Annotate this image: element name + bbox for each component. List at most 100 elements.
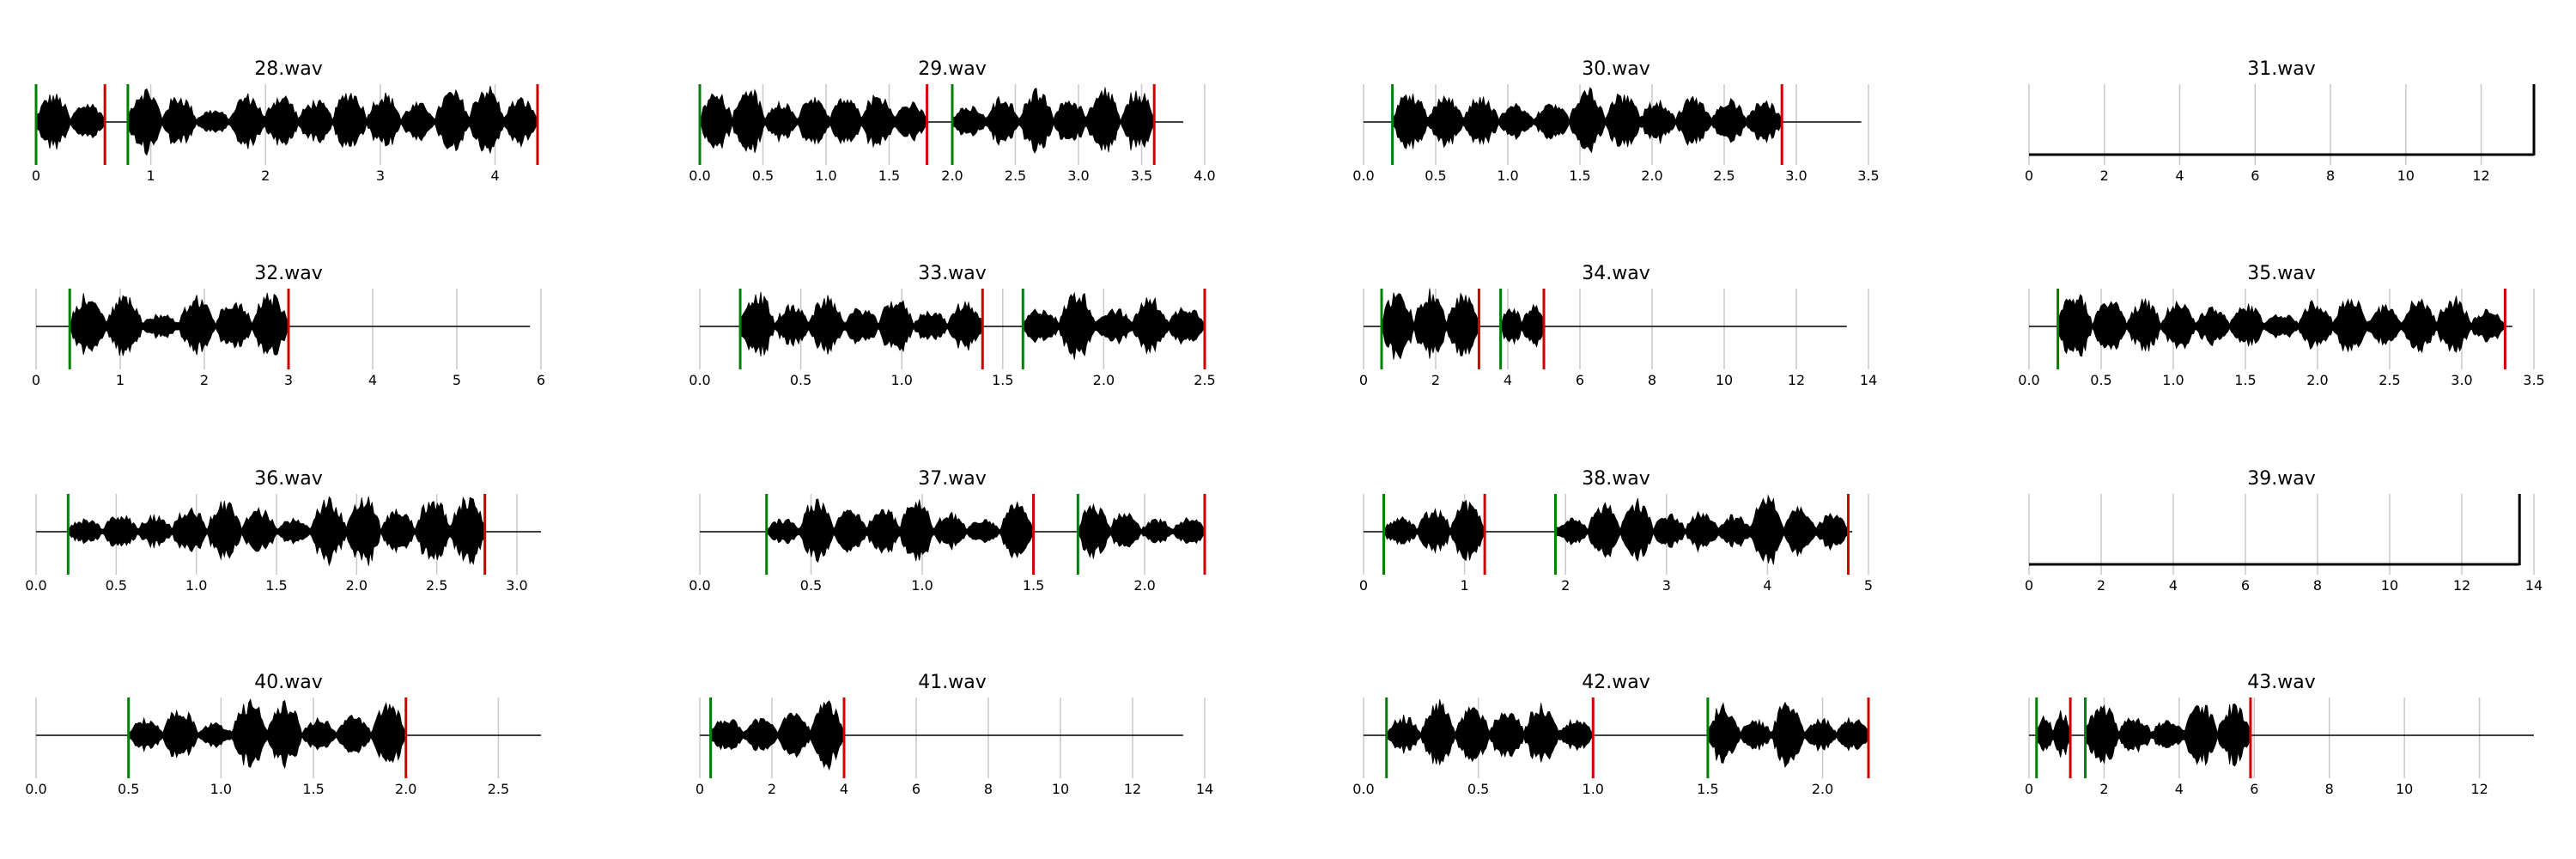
panel-title: 38.wav xyxy=(1582,468,1649,490)
waveform xyxy=(127,86,538,156)
x-tick-label: 0.0 xyxy=(25,781,46,797)
waveform xyxy=(951,87,1154,154)
x-tick-label: 2 xyxy=(2097,577,2105,594)
panel: 34.wav 0 2 4 6 8 10 12 14 xyxy=(1359,263,1877,388)
x-tick-label: 0.5 xyxy=(800,577,822,594)
x-tick-label: 0.0 xyxy=(689,372,710,388)
x-tick-label: 6 xyxy=(2250,781,2258,797)
x-tick-label: 10 xyxy=(1052,781,1069,797)
panel: 28.wav 0 1 2 3 4 xyxy=(32,58,539,184)
x-tick-label: 0 xyxy=(2025,168,2033,184)
x-tick-label: 0 xyxy=(2025,577,2033,594)
waveform xyxy=(1555,494,1848,565)
x-tick-label: 0.5 xyxy=(1425,168,1446,184)
x-tick-label: 0 xyxy=(1359,372,1368,388)
waveform xyxy=(2057,294,2506,357)
x-tick-label: 4 xyxy=(1504,372,1512,388)
panel-title: 28.wav xyxy=(254,58,322,80)
x-tick-label: 10 xyxy=(1716,372,1733,388)
x-tick-label: 6 xyxy=(912,781,920,797)
x-tick-label: 0.0 xyxy=(689,577,710,594)
x-tick-label: 0 xyxy=(32,168,40,184)
waveform xyxy=(35,94,106,149)
waveform xyxy=(69,292,289,356)
panel: 38.wav 0 1 2 3 4 5 xyxy=(1359,468,1873,594)
x-tick-label: 2.0 xyxy=(1093,372,1115,388)
x-tick-label: 4 xyxy=(1763,577,1771,594)
x-tick-label: 1.0 xyxy=(815,168,836,184)
x-tick-label: 1.0 xyxy=(2162,372,2184,388)
panel-title: 32.wav xyxy=(254,263,322,284)
waveform xyxy=(766,498,1034,564)
x-tick-label: 0.5 xyxy=(118,781,139,797)
waveform xyxy=(739,291,983,356)
panel: 43.wav 0 2 4 6 8 10 12 xyxy=(2025,672,2534,797)
x-tick-label: 0.0 xyxy=(1352,168,1374,184)
waveform xyxy=(699,88,927,154)
x-tick-label: 1.5 xyxy=(302,781,324,797)
x-tick-label: 3.5 xyxy=(2523,372,2544,388)
waveform xyxy=(710,700,843,771)
x-tick-label: 1.5 xyxy=(2234,372,2256,388)
x-tick-label: 6 xyxy=(2241,577,2250,594)
x-tick-label: 3.0 xyxy=(2451,372,2472,388)
x-tick-label: 5 xyxy=(1864,577,1873,594)
x-tick-label: 14 xyxy=(2525,577,2543,594)
panel: 39.wav 0 2 4 6 8 10 12 14 xyxy=(2025,468,2543,594)
x-tick-label: 8 xyxy=(2326,168,2335,184)
panel-title: 41.wav xyxy=(918,672,986,693)
x-tick-label: 1.5 xyxy=(265,577,287,594)
x-tick-label: 2 xyxy=(2100,168,2109,184)
waveform xyxy=(2085,704,2251,767)
x-tick-label: 2.0 xyxy=(1133,577,1155,594)
panel: 36.wav 0.0 0.5 1.0 1.5 2.0 2.5 3.0 xyxy=(25,468,541,594)
x-tick-label: 0 xyxy=(32,372,40,388)
x-tick-label: 2.0 xyxy=(1812,781,1833,797)
x-tick-label: 1.5 xyxy=(1023,577,1044,594)
panel-title: 36.wav xyxy=(254,468,322,490)
x-tick-label: 12 xyxy=(2470,781,2488,797)
x-tick-label: 4.0 xyxy=(1194,168,1215,184)
panel-title: 43.wav xyxy=(2247,672,2315,693)
x-tick-label: 1.5 xyxy=(992,372,1013,388)
x-tick-label: 2 xyxy=(2099,781,2108,797)
x-tick-label: 2 xyxy=(1561,577,1570,594)
x-tick-label: 4 xyxy=(2175,781,2184,797)
panel-title: 40.wav xyxy=(254,672,322,693)
x-tick-label: 2.5 xyxy=(2379,372,2400,388)
x-tick-label: 3.0 xyxy=(1785,168,1807,184)
x-tick-label: 0.0 xyxy=(689,168,710,184)
x-tick-label: 12 xyxy=(2472,168,2489,184)
x-tick-label: 3.0 xyxy=(506,577,527,594)
waveform xyxy=(1078,503,1204,559)
x-tick-label: 0.5 xyxy=(1467,781,1489,797)
x-tick-label: 3.5 xyxy=(1857,168,1879,184)
x-tick-label: 8 xyxy=(2313,577,2322,594)
waveform xyxy=(1500,303,1544,348)
panel: 41.wav 0 2 4 6 8 10 12 14 xyxy=(696,672,1213,797)
x-tick-label: 3.0 xyxy=(1067,168,1089,184)
x-tick-label: 0.0 xyxy=(1352,781,1374,797)
waveform xyxy=(1022,291,1204,360)
x-tick-label: 2.0 xyxy=(395,781,416,797)
x-tick-label: 4 xyxy=(490,168,499,184)
x-tick-label: 2.5 xyxy=(426,577,447,594)
x-tick-label: 1.5 xyxy=(878,168,900,184)
x-tick-label: 10 xyxy=(2381,577,2398,594)
x-tick-label: 1 xyxy=(116,372,125,388)
x-tick-label: 4 xyxy=(840,781,848,797)
x-tick-label: 2 xyxy=(1431,372,1440,388)
x-tick-label: 12 xyxy=(2453,577,2470,594)
x-tick-label: 6 xyxy=(1576,372,1584,388)
waveform xyxy=(2036,710,2070,758)
x-tick-label: 0 xyxy=(1359,577,1368,594)
x-tick-label: 6 xyxy=(2251,168,2259,184)
x-tick-label: 4 xyxy=(368,372,377,388)
waveform xyxy=(1383,499,1484,562)
panel: 42.wav 0.0 0.5 1.0 1.5 2.0 xyxy=(1352,672,1870,797)
panel-title: 30.wav xyxy=(1582,58,1649,80)
x-tick-label: 0 xyxy=(696,781,704,797)
x-tick-label: 2 xyxy=(768,781,776,797)
